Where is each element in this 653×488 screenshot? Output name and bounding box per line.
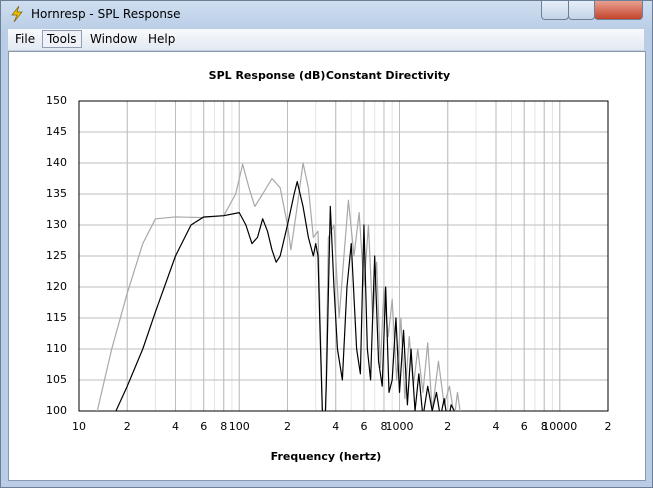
x-tick-label: 1000: [386, 420, 414, 433]
x-tick-label: 4: [332, 420, 339, 433]
x-tick-label: 10: [72, 420, 86, 433]
y-tick-label: 150: [46, 94, 67, 107]
x-tick-label: 2: [444, 420, 451, 433]
series-line: [115, 181, 455, 411]
series-line: [96, 162, 461, 411]
y-tick-label: 105: [46, 373, 67, 386]
y-tick-label: 135: [46, 187, 67, 200]
x-tick-label: 8: [220, 420, 227, 433]
chart-title: SPL Response (dB): [209, 69, 326, 82]
x-tick-label: 4: [172, 420, 179, 433]
menu-item[interactable]: Window: [90, 32, 138, 46]
menu-item[interactable]: Help: [148, 32, 176, 46]
app-icon: [11, 6, 23, 22]
x-axis-label: Frequency (hertz): [271, 450, 382, 463]
y-tick-label: 140: [46, 156, 67, 169]
close-button[interactable]: [594, 1, 643, 20]
x-tick-label: 2: [124, 420, 131, 433]
menu-item[interactable]: File: [15, 32, 36, 46]
y-tick-label: 110: [46, 342, 67, 355]
x-tick-label: 4: [492, 420, 499, 433]
x-tick-label: 2: [284, 420, 291, 433]
y-tick-label: 100: [46, 404, 67, 417]
menu-item[interactable]: Tools: [42, 30, 82, 48]
x-tick-label: 6: [200, 420, 207, 433]
x-tick-label: 10000: [542, 420, 577, 433]
y-tick-label: 120: [46, 280, 67, 293]
x-tick-label: 2: [605, 420, 612, 433]
y-tick-label: 115: [46, 311, 67, 324]
x-tick-label: 8: [380, 420, 387, 433]
x-tick-label: 8: [541, 420, 548, 433]
y-tick-label: 130: [46, 218, 67, 231]
x-tick-label: 6: [521, 420, 528, 433]
chart-subtitle: Constant Directivity: [326, 69, 450, 82]
y-tick-label: 125: [46, 249, 67, 262]
series-group: [96, 162, 461, 411]
plot-frame: [78, 100, 609, 412]
x-tick-label: 100: [229, 420, 250, 433]
y-tick-label: 145: [46, 125, 67, 138]
menu-bar: File Tools Window Help: [8, 29, 644, 51]
window-title: Hornresp - SPL Response: [31, 7, 181, 21]
title-bar: Hornresp - SPL Response: [1, 1, 652, 29]
x-tick-label: 6: [360, 420, 367, 433]
